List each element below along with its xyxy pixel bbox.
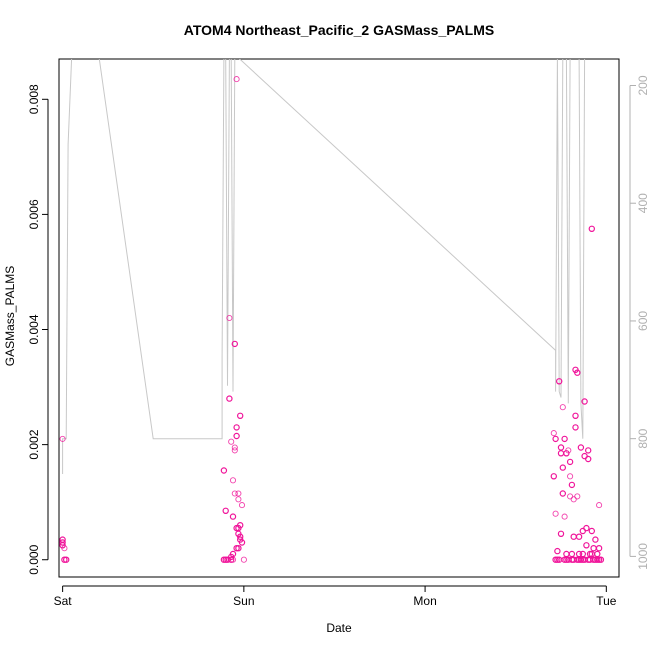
data-point bbox=[238, 502, 246, 509]
data-point bbox=[227, 556, 235, 563]
data-point bbox=[229, 550, 237, 558]
data-point bbox=[590, 545, 597, 552]
data-point bbox=[585, 447, 592, 454]
data-point bbox=[222, 507, 229, 514]
data-point bbox=[588, 225, 596, 232]
data-point bbox=[235, 490, 242, 497]
data-point bbox=[233, 424, 240, 431]
right-tick-label: 200 bbox=[636, 75, 650, 95]
data-point bbox=[229, 556, 237, 563]
axes-layer: Sat Sun Mon Tue 0.000 0.002 0.004 0.006 0.008 200… bbox=[27, 75, 650, 608]
points-layer bbox=[59, 76, 605, 563]
data-point bbox=[231, 447, 238, 454]
data-point bbox=[229, 477, 237, 484]
y-tick-label: 0.002 bbox=[27, 429, 41, 459]
data-point bbox=[59, 539, 66, 546]
data-point bbox=[565, 447, 572, 454]
x-tick-label: Mon bbox=[413, 594, 436, 608]
data-point bbox=[595, 545, 603, 552]
pressure-line-layer bbox=[62, 59, 586, 474]
data-point bbox=[554, 547, 561, 555]
data-point bbox=[238, 539, 246, 546]
data-point bbox=[557, 530, 565, 538]
data-point bbox=[552, 435, 559, 443]
data-point bbox=[235, 496, 242, 503]
data-point bbox=[561, 513, 568, 520]
x-axis-label: Date bbox=[326, 621, 352, 635]
data-point bbox=[585, 455, 592, 463]
right-tick-label: 400 bbox=[636, 193, 650, 213]
data-point bbox=[566, 458, 574, 466]
data-point bbox=[574, 493, 581, 500]
data-point bbox=[233, 432, 240, 440]
data-point bbox=[226, 395, 233, 402]
data-point bbox=[583, 524, 590, 532]
chart-title: ATOM4 Northeast_Pacific_2 GASMass_PALMS bbox=[184, 22, 494, 38]
data-point bbox=[568, 550, 576, 558]
data-point bbox=[550, 473, 558, 480]
data-point bbox=[563, 550, 570, 558]
y-axis-label: GASMass_PALMS bbox=[3, 266, 17, 366]
data-point bbox=[559, 464, 567, 471]
data-point bbox=[557, 450, 565, 457]
data-point bbox=[579, 550, 587, 558]
data-point bbox=[561, 435, 568, 443]
data-point bbox=[233, 76, 240, 83]
data-point bbox=[577, 444, 585, 451]
data-point bbox=[574, 369, 581, 376]
data-point bbox=[570, 496, 577, 503]
data-point bbox=[236, 412, 244, 419]
data-point bbox=[567, 493, 574, 500]
data-point bbox=[588, 527, 596, 535]
right-tick-label: 800 bbox=[636, 428, 650, 448]
data-point bbox=[240, 556, 247, 563]
y-tick-label: 0.004 bbox=[27, 314, 41, 344]
data-point bbox=[577, 556, 585, 563]
data-point bbox=[575, 533, 583, 540]
data-point bbox=[567, 473, 574, 480]
data-point bbox=[236, 533, 244, 540]
y-tick-label: 0.006 bbox=[27, 199, 41, 229]
data-point bbox=[597, 556, 605, 563]
data-point bbox=[231, 444, 238, 451]
data-point bbox=[61, 545, 68, 552]
data-point bbox=[235, 545, 242, 552]
data-point bbox=[229, 513, 237, 520]
data-point bbox=[552, 510, 559, 517]
data-point bbox=[226, 314, 233, 322]
data-point bbox=[570, 533, 577, 540]
plot-frame bbox=[58, 58, 620, 578]
data-point bbox=[557, 444, 565, 451]
data-point bbox=[231, 340, 238, 348]
x-tick-label: Sat bbox=[54, 594, 73, 608]
y-tick-label: 0.008 bbox=[27, 84, 41, 114]
data-point bbox=[568, 481, 576, 489]
y-tick-label: 0.000 bbox=[27, 544, 41, 574]
data-point bbox=[556, 378, 563, 385]
data-point bbox=[559, 490, 567, 497]
data-point bbox=[559, 404, 566, 411]
data-point bbox=[594, 550, 601, 558]
data-point bbox=[62, 556, 70, 563]
right-tick-label: 600 bbox=[636, 311, 650, 331]
x-tick-label: Sun bbox=[233, 594, 254, 608]
pressure-series-line bbox=[62, 59, 586, 474]
data-point bbox=[59, 435, 66, 442]
right-tick-label: 1000 bbox=[636, 543, 650, 570]
data-point bbox=[583, 542, 590, 549]
data-point bbox=[575, 550, 583, 558]
data-point bbox=[220, 467, 228, 474]
data-point bbox=[592, 536, 599, 543]
data-point bbox=[581, 398, 588, 405]
data-point bbox=[231, 490, 238, 497]
data-point bbox=[550, 430, 557, 437]
data-point bbox=[228, 438, 235, 445]
data-point bbox=[572, 412, 579, 419]
x-tick-label: Tue bbox=[596, 594, 617, 608]
data-point bbox=[596, 502, 603, 509]
data-point bbox=[236, 522, 244, 529]
data-point bbox=[572, 424, 579, 431]
